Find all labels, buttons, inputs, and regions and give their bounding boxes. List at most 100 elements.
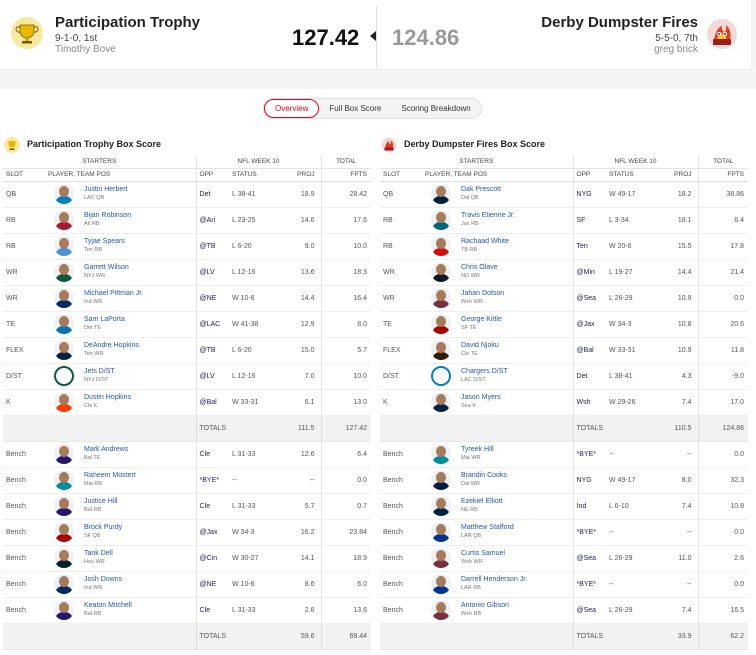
fantasy-points-cell[interactable]: 0.7 xyxy=(320,493,372,520)
fantasy-points-cell[interactable]: 0.0 xyxy=(320,467,372,494)
opponent-cell[interactable]: @Min xyxy=(572,259,607,286)
opponent-cell[interactable]: @NE xyxy=(195,285,230,312)
player-name-link[interactable]: Mark Andrews xyxy=(84,446,129,453)
player-headshot-icon[interactable] xyxy=(54,522,74,542)
player-headshot-icon[interactable] xyxy=(54,444,74,464)
opponent-cell[interactable]: @LV xyxy=(195,259,230,286)
game-status-cell[interactable]: L 6-10 xyxy=(606,493,672,520)
opp-column-header[interactable]: OPP xyxy=(572,168,607,182)
player-name-link[interactable]: Josh Downs xyxy=(84,576,123,583)
fantasy-points-cell[interactable]: 10.8 xyxy=(697,493,749,520)
opponent-cell[interactable]: Cle xyxy=(195,493,230,520)
player-name-link[interactable]: Sam LaPorta xyxy=(84,316,125,323)
player-headshot-icon[interactable] xyxy=(431,548,451,568)
player-name-link[interactable]: Travis Etienne Jr. xyxy=(461,212,515,219)
player-name-link[interactable]: Chargers D/ST xyxy=(461,368,508,375)
fantasy-points-cell[interactable]: 21.4 xyxy=(697,259,749,286)
player-headshot-icon[interactable] xyxy=(431,574,451,594)
player-name-link[interactable]: Ezekiel Elliott xyxy=(461,498,503,505)
player-name-link[interactable]: Dak Prescott xyxy=(461,186,502,193)
player-name-link[interactable]: Matthew Stafford xyxy=(461,524,514,531)
proj-column-header[interactable]: PROJ xyxy=(294,168,322,182)
status-column-header[interactable]: STATUS xyxy=(606,168,672,182)
player-headshot-icon[interactable] xyxy=(54,548,74,568)
fantasy-points-cell[interactable]: 0.0 xyxy=(697,440,749,468)
player-headshot-icon[interactable] xyxy=(431,288,451,308)
player-headshot-icon[interactable] xyxy=(54,392,74,412)
game-status-cell[interactable]: L 6-20 xyxy=(229,233,295,260)
opponent-cell[interactable]: Wsh xyxy=(572,389,607,416)
fantasy-points-cell[interactable]: 38.86 xyxy=(697,181,749,208)
left-team-name[interactable]: Participation Trophy xyxy=(55,14,201,31)
fantasy-points-cell[interactable]: 10.0 xyxy=(320,363,372,390)
player-headshot-icon[interactable] xyxy=(431,470,451,490)
game-status-cell[interactable]: -- xyxy=(606,571,672,598)
game-status-cell[interactable]: W 10-6 xyxy=(229,571,295,598)
game-status-cell[interactable]: -- xyxy=(606,440,672,468)
game-status-cell[interactable]: L 12-16 xyxy=(229,259,295,286)
player-column-header[interactable]: PLAYER, TEAM POS xyxy=(422,168,574,182)
player-headshot-icon[interactable] xyxy=(54,236,74,256)
fantasy-points-cell[interactable]: 6.4 xyxy=(697,207,749,234)
player-headshot-icon[interactable] xyxy=(54,314,74,334)
left-team-owner[interactable]: Timothy Bove xyxy=(55,44,116,55)
player-name-link[interactable]: Antonio Gibson xyxy=(461,602,509,609)
player-headshot-icon[interactable] xyxy=(54,262,74,282)
game-status-cell[interactable]: L 38-41 xyxy=(229,181,295,208)
player-name-link[interactable]: Brandin Cooks xyxy=(461,472,507,479)
player-name-link[interactable]: Tyjae Spears xyxy=(84,238,125,245)
player-headshot-icon[interactable] xyxy=(54,470,74,490)
player-headshot-icon[interactable] xyxy=(54,288,74,308)
game-status-cell[interactable]: W 34-3 xyxy=(606,311,672,338)
slot-column-header[interactable]: SLOT xyxy=(380,168,422,182)
opponent-cell[interactable]: Cle xyxy=(195,440,230,468)
fantasy-points-cell[interactable]: 0.0 xyxy=(697,285,749,312)
player-headshot-icon[interactable] xyxy=(431,184,451,204)
fantasy-points-cell[interactable]: 18.3 xyxy=(320,259,372,286)
game-status-cell[interactable]: L 38-41 xyxy=(606,363,672,390)
fantasy-points-cell[interactable]: 17.0 xyxy=(697,389,749,416)
game-status-cell[interactable]: W 20-6 xyxy=(606,233,672,260)
player-headshot-icon[interactable] xyxy=(431,236,451,256)
player-name-link[interactable]: Jets D/ST xyxy=(84,368,115,375)
game-status-cell[interactable]: L 26-29 xyxy=(606,285,672,312)
player-name-link[interactable]: David Njoku xyxy=(461,342,499,349)
opponent-cell[interactable]: NYG xyxy=(572,467,607,494)
game-status-cell[interactable]: W 41-38 xyxy=(229,311,295,338)
fantasy-points-cell[interactable]: 0.0 xyxy=(697,519,749,546)
player-name-link[interactable]: Chris Olave xyxy=(461,264,498,271)
fantasy-points-cell[interactable]: 6.0 xyxy=(320,571,372,598)
tab-overview[interactable]: Overview xyxy=(264,99,320,118)
player-name-link[interactable]: Tank Dell xyxy=(84,550,113,557)
opponent-cell[interactable]: Ind xyxy=(572,493,607,520)
player-name-link[interactable]: Keaton Mitchell xyxy=(84,602,132,609)
game-status-cell[interactable]: L 3-34 xyxy=(606,207,672,234)
opponent-cell[interactable]: @Bal xyxy=(572,337,607,364)
game-status-cell[interactable]: W 33-31 xyxy=(606,337,672,364)
fantasy-points-cell[interactable]: 16.4 xyxy=(320,285,372,312)
game-status-cell[interactable]: L 6-20 xyxy=(229,337,295,364)
opponent-cell[interactable]: *BYE* xyxy=(195,467,230,494)
fantasy-points-cell[interactable]: 20.6 xyxy=(697,311,749,338)
player-headshot-icon[interactable] xyxy=(431,496,451,516)
player-headshot-icon[interactable] xyxy=(431,600,451,620)
tab-full-box-score[interactable]: Full Box Score xyxy=(329,104,382,113)
opponent-cell[interactable]: @Ari xyxy=(195,207,230,234)
player-name-link[interactable]: Rachaad White xyxy=(461,238,509,245)
game-status-cell[interactable]: L 12-16 xyxy=(229,363,295,390)
opponent-cell[interactable]: @Jax xyxy=(572,311,607,338)
player-name-link[interactable]: Jahan Dotson xyxy=(461,290,505,297)
player-column-header[interactable]: PLAYER, TEAM POS xyxy=(45,168,197,182)
game-status-cell[interactable]: L 23-25 xyxy=(229,207,295,234)
player-headshot-icon[interactable] xyxy=(431,340,451,360)
opponent-cell[interactable]: @Sea xyxy=(572,597,607,624)
fantasy-points-cell[interactable]: 2.6 xyxy=(697,545,749,572)
fantasy-points-cell[interactable]: 11.8 xyxy=(697,337,749,364)
right-team-name[interactable]: Derby Dumpster Fires xyxy=(541,14,698,31)
opponent-cell[interactable]: *BYE* xyxy=(572,519,607,546)
opponent-cell[interactable]: @Jax xyxy=(195,519,230,546)
fantasy-points-cell[interactable]: 6.4 xyxy=(320,440,372,468)
player-name-link[interactable]: Darrell Henderson Jr. xyxy=(461,576,528,583)
opponent-cell[interactable]: @NE xyxy=(195,571,230,598)
opponent-cell[interactable]: @TB xyxy=(195,337,230,364)
